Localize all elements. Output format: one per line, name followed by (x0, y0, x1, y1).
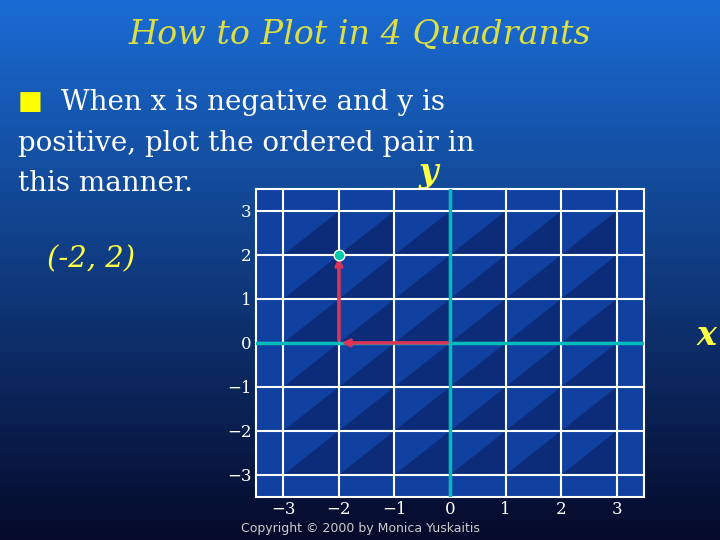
Polygon shape (450, 431, 505, 475)
Polygon shape (395, 255, 450, 299)
Polygon shape (505, 211, 561, 255)
Polygon shape (395, 431, 450, 475)
Polygon shape (505, 387, 561, 431)
Polygon shape (561, 211, 616, 255)
Polygon shape (561, 343, 616, 387)
Text: ■: ■ (18, 89, 43, 115)
Polygon shape (450, 211, 505, 255)
Polygon shape (450, 387, 505, 431)
Text: How to Plot in 4 Quadrants: How to Plot in 4 Quadrants (129, 19, 591, 51)
Polygon shape (395, 299, 450, 343)
Polygon shape (284, 387, 339, 431)
Polygon shape (505, 431, 561, 475)
Text: Copyright © 2000 by Monica Yuskaitis: Copyright © 2000 by Monica Yuskaitis (240, 522, 480, 535)
Polygon shape (450, 255, 505, 299)
Text: this manner.: this manner. (18, 170, 193, 197)
Polygon shape (284, 299, 339, 343)
Polygon shape (284, 255, 339, 299)
Text: When x is negative and y is: When x is negative and y is (61, 89, 445, 116)
Polygon shape (339, 211, 395, 255)
Polygon shape (561, 431, 616, 475)
Polygon shape (505, 343, 561, 387)
Point (333, 251, 345, 259)
Polygon shape (450, 343, 505, 387)
Polygon shape (561, 255, 616, 299)
Polygon shape (339, 431, 395, 475)
Polygon shape (284, 431, 339, 475)
Polygon shape (339, 255, 395, 299)
Polygon shape (395, 343, 450, 387)
Polygon shape (284, 343, 339, 387)
Polygon shape (339, 387, 395, 431)
Polygon shape (339, 299, 395, 343)
Polygon shape (339, 343, 395, 387)
Polygon shape (395, 387, 450, 431)
Polygon shape (505, 299, 561, 343)
Polygon shape (505, 255, 561, 299)
Polygon shape (284, 211, 339, 255)
Polygon shape (395, 211, 450, 255)
Text: (-2, 2): (-2, 2) (47, 245, 135, 273)
Text: y: y (419, 156, 438, 189)
Text: x: x (696, 319, 716, 353)
Text: positive, plot the ordered pair in: positive, plot the ordered pair in (18, 130, 474, 157)
Polygon shape (450, 299, 505, 343)
Polygon shape (561, 299, 616, 343)
Polygon shape (561, 387, 616, 431)
